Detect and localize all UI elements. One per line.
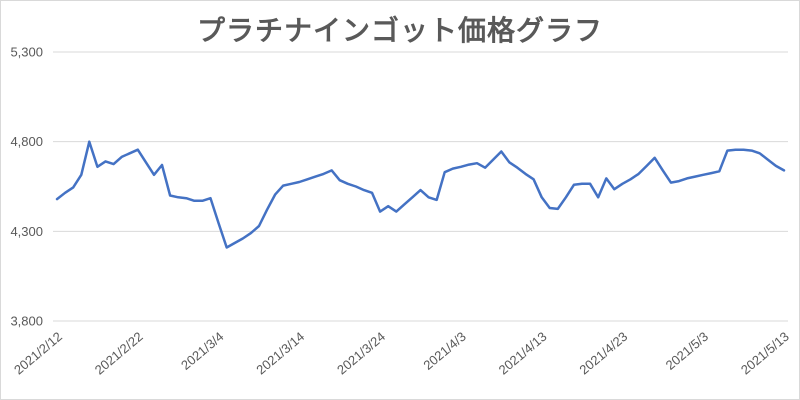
price-series-line: [55, 140, 786, 249]
x-axis-tick-label: 2021/5/13: [738, 329, 792, 378]
x-axis-tick-label: 2021/4/23: [576, 329, 630, 378]
x-axis-tick-label: 2021/5/3: [663, 329, 711, 373]
x-axis-tick-label: 2021/3/14: [253, 329, 307, 378]
x-axis-tick-label: 2021/3/4: [178, 329, 226, 373]
x-axis-tick-label: 2021/4/3: [420, 329, 468, 373]
y-axis-tick-label: 5,300: [10, 45, 43, 60]
x-axis-tick-label: 2021/4/13: [496, 329, 550, 378]
x-axis-tick-label: 2021/3/24: [334, 329, 388, 378]
x-axis-tick-label: 2021/2/12: [11, 329, 65, 378]
y-axis-tick-label: 4,800: [10, 134, 43, 149]
y-axis-tick-label: 3,800: [10, 314, 43, 329]
x-axis-tick-label: 2021/2/22: [92, 329, 146, 378]
chart-title: プラチナインゴット価格グラフ: [196, 15, 603, 46]
y-axis-tick-label: 4,300: [10, 224, 43, 239]
